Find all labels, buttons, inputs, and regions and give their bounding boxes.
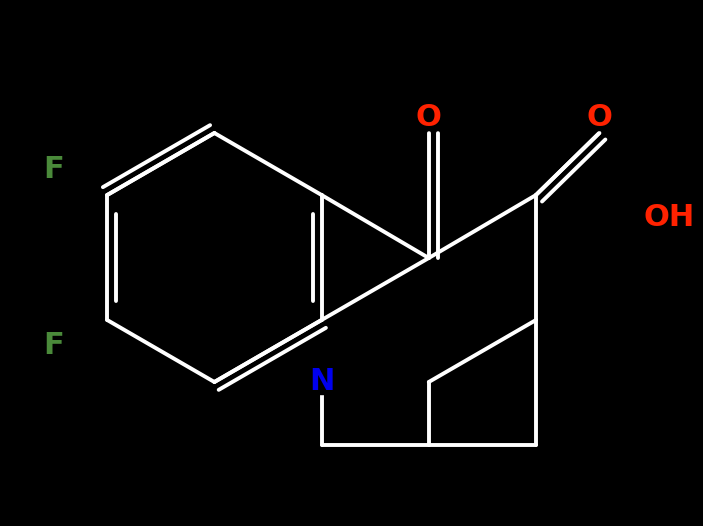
Text: F: F [43, 330, 64, 359]
Bar [416, 106, 441, 130]
Bar [625, 206, 662, 230]
Bar [41, 158, 66, 182]
Text: OH: OH [643, 204, 695, 232]
Bar [309, 370, 334, 394]
Bar [41, 333, 66, 357]
Text: O: O [416, 104, 441, 133]
Text: O: O [586, 104, 612, 133]
Text: N: N [309, 368, 334, 397]
Text: F: F [43, 156, 64, 185]
Bar [586, 106, 612, 130]
